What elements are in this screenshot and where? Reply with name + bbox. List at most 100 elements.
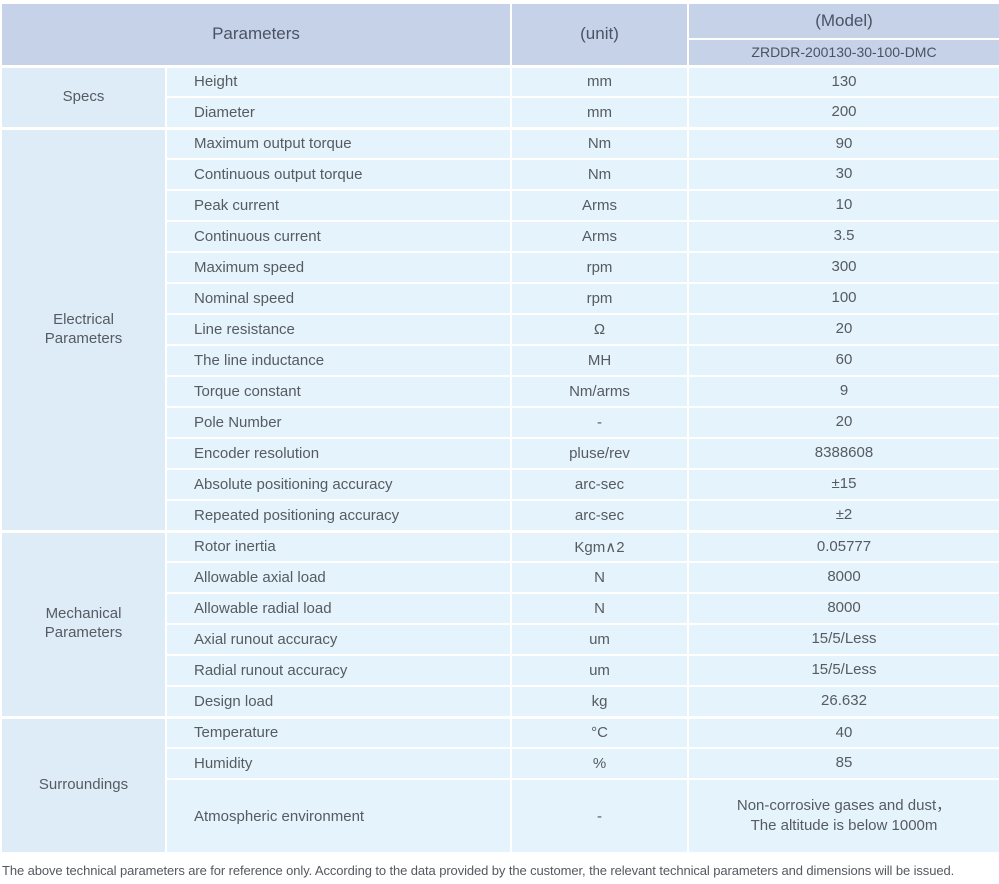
value-cell: 8388608 bbox=[687, 437, 999, 470]
table-row: Line resistance Ω 20 bbox=[1, 313, 999, 346]
unit-cell: kg bbox=[510, 685, 689, 718]
value-cell: 15/5/Less bbox=[687, 654, 999, 687]
table-row: Encoder resolution pluse/rev 8388608 bbox=[1, 437, 999, 470]
table-row: Continuous output torque Nm 30 bbox=[1, 158, 999, 191]
section-label: Surroundings bbox=[0, 715, 167, 854]
table-row: Maximum speed rpm 300 bbox=[1, 251, 999, 284]
table-row: Design load kg 26.632 bbox=[1, 685, 999, 718]
param-cell: Maximum output torque bbox=[165, 126, 512, 160]
param-cell: The line inductance bbox=[165, 344, 512, 377]
table-row: Torque constant Nm/arms 9 bbox=[1, 375, 999, 408]
param-cell: Continuous current bbox=[165, 220, 512, 253]
unit-cell: arc-sec bbox=[510, 499, 689, 532]
param-cell: Humidity bbox=[165, 747, 512, 780]
param-cell: Encoder resolution bbox=[165, 437, 512, 470]
header-model-value: ZRDDR-200130-30-100-DMC bbox=[687, 38, 999, 67]
param-cell: Radial runout accuracy bbox=[165, 654, 512, 687]
value-cell: 200 bbox=[687, 96, 999, 129]
table-row: Surroundings Temperature °C 40 bbox=[0, 715, 999, 854]
param-cell: Axial runout accuracy bbox=[165, 623, 512, 656]
unit-cell: Nm/arms bbox=[510, 375, 689, 408]
table-row: Pole Number -20 bbox=[1, 406, 999, 439]
param-cell: Continuous output torque bbox=[165, 158, 512, 191]
section-label: Electrical Parameters bbox=[0, 126, 167, 532]
param-cell: Repeated positioning accuracy bbox=[165, 499, 512, 532]
param-cell: Allowable axial load bbox=[165, 561, 512, 594]
unit-cell: - bbox=[510, 406, 689, 439]
param-cell: Nominal speed bbox=[165, 282, 512, 315]
value-cell: 20 bbox=[687, 313, 999, 346]
unit-cell: arc-sec bbox=[510, 468, 689, 501]
value-cell: 40 bbox=[687, 715, 999, 749]
table-header: Parameters (unit) (Model) ZRDDR-200130-3… bbox=[0, 2, 999, 67]
unit-cell: pluse/rev bbox=[510, 437, 689, 470]
table-row: Radial runout accuracy um 15/5/Less bbox=[1, 654, 999, 687]
param-cell: Peak current bbox=[165, 189, 512, 222]
header-parameters: Parameters bbox=[0, 2, 512, 67]
unit-cell: Kgm∧2 bbox=[510, 529, 689, 563]
header-unit: (unit) bbox=[510, 2, 689, 67]
value-cell: 3.5 bbox=[687, 220, 999, 253]
table-row: Repeated positioning accuracy arc-sec ±2 bbox=[1, 499, 999, 532]
param-cell: Diameter bbox=[165, 96, 512, 129]
table-body: Specs Height mm 130 Diameter mm 200 Electrical … bbox=[0, 64, 999, 854]
value-cell: ±2 bbox=[687, 499, 999, 532]
param-cell: Torque constant bbox=[165, 375, 512, 408]
unit-cell: um bbox=[510, 623, 689, 656]
table-row: Mechanical Parameters Rotor inertia Kgm∧2 0… bbox=[0, 529, 999, 718]
value-cell: 300 bbox=[687, 251, 999, 284]
unit-cell: Arms bbox=[510, 220, 689, 253]
value-cell: 8000 bbox=[687, 561, 999, 594]
value-cell: Non-corrosive gases and dust， The altitu… bbox=[687, 778, 999, 854]
table-row: Continuous current Arms 3.5 bbox=[1, 220, 999, 253]
unit-cell: mm bbox=[510, 96, 689, 129]
section-label: Mechanical Parameters bbox=[0, 529, 167, 718]
param-cell: Line resistance bbox=[165, 313, 512, 346]
param-cell: Absolute positioning accuracy bbox=[165, 468, 512, 501]
unit-cell: rpm bbox=[510, 251, 689, 284]
value-cell: 26.632 bbox=[687, 685, 999, 718]
unit-cell: mm bbox=[510, 64, 689, 98]
param-cell: Height bbox=[165, 64, 512, 98]
header-model: (Model) bbox=[687, 2, 999, 40]
param-cell: Atmospheric environment bbox=[165, 778, 512, 854]
value-cell: 90 bbox=[687, 126, 999, 160]
unit-cell: N bbox=[510, 592, 689, 625]
unit-cell: Nm bbox=[510, 126, 689, 160]
table-row: Absolute positioning accuracy arc-sec ±15 bbox=[1, 468, 999, 501]
table-row: Peak current Arms 10 bbox=[1, 189, 999, 222]
unit-cell: % bbox=[510, 747, 689, 780]
unit-cell: um bbox=[510, 654, 689, 687]
value-cell: 9 bbox=[687, 375, 999, 408]
table-row: Nominal speed rpm 100 bbox=[1, 282, 999, 315]
value-cell: 20 bbox=[687, 406, 999, 439]
value-cell: ±15 bbox=[687, 468, 999, 501]
table-row: Allowable radial load N 8000 bbox=[1, 592, 999, 625]
unit-cell: Arms bbox=[510, 189, 689, 222]
table-row: The line inductance MH 60 bbox=[1, 344, 999, 377]
footnote: The above technical parameters are for r… bbox=[2, 863, 955, 878]
param-cell: Rotor inertia bbox=[165, 529, 512, 563]
value-cell: 0.05777 bbox=[687, 529, 999, 563]
table-row: Axial runout accuracy um 15/5/Less bbox=[1, 623, 999, 656]
value-cell: 15/5/Less bbox=[687, 623, 999, 656]
unit-cell: Ω bbox=[510, 313, 689, 346]
unit-cell: rpm bbox=[510, 282, 689, 315]
table-row: Diameter mm 200 bbox=[1, 96, 999, 129]
unit-cell: Nm bbox=[510, 158, 689, 191]
section-label: Specs bbox=[0, 64, 167, 129]
value-cell: 130 bbox=[687, 64, 999, 98]
param-cell: Allowable radial load bbox=[165, 592, 512, 625]
table-row: Allowable axial load N 8000 bbox=[1, 561, 999, 594]
unit-cell: N bbox=[510, 561, 689, 594]
unit-cell: MH bbox=[510, 344, 689, 377]
param-cell: Temperature bbox=[165, 715, 512, 749]
param-cell: Pole Number bbox=[165, 406, 512, 439]
spec-table: Parameters (unit) (Model) ZRDDR-200130-3… bbox=[0, 2, 999, 854]
value-cell: 85 bbox=[687, 747, 999, 780]
param-cell: Design load bbox=[165, 685, 512, 718]
table-row: Specs Height mm 130 bbox=[0, 64, 999, 129]
table-row: Humidity% 85 bbox=[1, 747, 999, 780]
value-cell: 8000 bbox=[687, 592, 999, 625]
value-cell: 30 bbox=[687, 158, 999, 191]
